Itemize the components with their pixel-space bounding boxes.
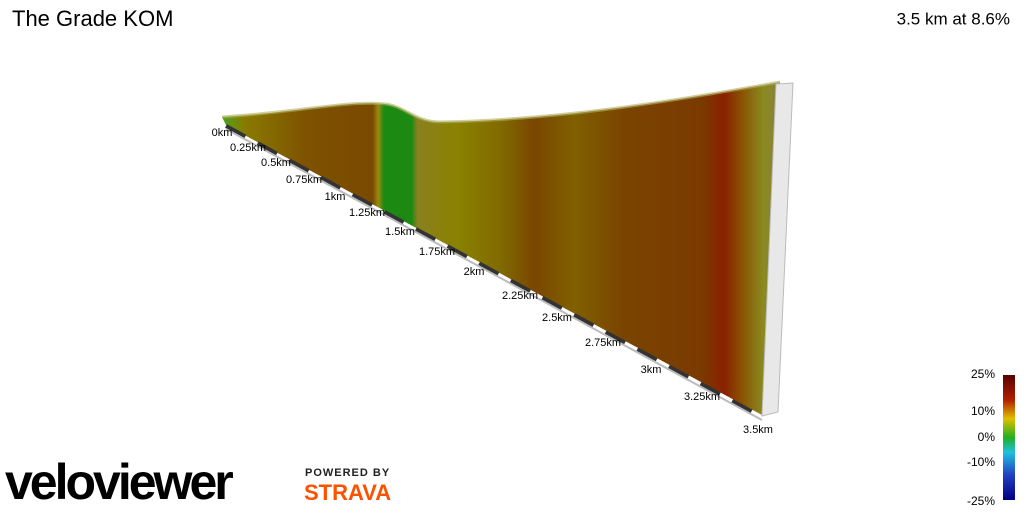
distance-label: 1.75km [419,246,455,258]
distance-label: 1km [325,191,346,203]
title: The Grade KOM [12,6,173,31]
legend-label: -25% [967,494,995,508]
wall-end [761,82,794,417]
legend-label: 25% [971,367,995,381]
distance-label: 0.75km [286,174,322,186]
distance-label: 2.75km [585,337,621,349]
distance-label: 1.5km [385,226,415,238]
distance-label: 0.5km [261,157,291,169]
distance-label: 0.25km [230,142,266,154]
logo: veloviewer [5,454,233,510]
distance-label: 1.25km [349,207,385,219]
wall-top [221,80,781,124]
distance-label: 2.25km [502,290,538,302]
legend-bar [1003,375,1015,500]
distance-axis [225,124,763,419]
distance-label: 3.5km [743,424,773,436]
elevation-wall [222,82,780,415]
legend-label: 10% [971,404,995,418]
legend-label: -10% [967,455,995,469]
summary: 3.5 km at 8.6% [897,9,1010,28]
strava: STRAVA [304,480,391,505]
legend-label: 0% [978,430,996,444]
distance-label: 2km [464,266,485,278]
distance-label: 3km [641,364,662,376]
distance-label: 0km [212,127,233,139]
axis-edge [225,128,763,421]
distance-label: 3.25km [684,391,720,403]
distance-label: 2.5km [542,312,572,324]
legend-labels: 25% 10% 0% -10% -25% [967,367,995,508]
powered-by: POWERED BY [305,467,390,479]
